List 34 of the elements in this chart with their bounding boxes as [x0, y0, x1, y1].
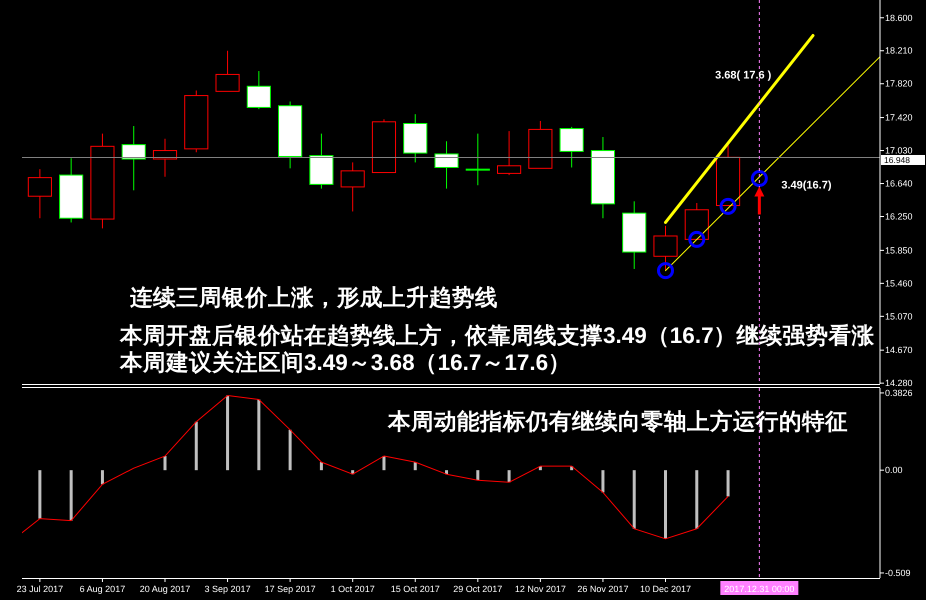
y-tick-label: 18.600	[885, 12, 913, 23]
y-tick-label: 15.460	[885, 278, 913, 288]
y-tick-label: 15.850	[885, 245, 913, 256]
x-tick-label: 29 Oct 2017	[453, 584, 502, 594]
annotation: 本周建议关注区间3.49～3.68（16.7～17.6）	[119, 349, 572, 375]
x-tick-label: 20 Aug 2017	[140, 584, 190, 594]
x-tick-label: 3 Sep 2017	[204, 584, 251, 594]
y-tick-label: 17.030	[885, 146, 913, 156]
y-tick-label: -0.509	[885, 568, 911, 578]
x-tick-label: 23 Jul 2017	[16, 584, 64, 594]
y-tick-label: 15.070	[885, 311, 913, 322]
annotation: 3.68( 17.6 )	[715, 69, 772, 82]
x-tick-label: 1 Oct 2017	[330, 584, 375, 594]
y-tick-label: 0.3826	[885, 388, 913, 398]
y-tick-label: 16.250	[885, 212, 913, 222]
annotation: 本周动能指标仍有继续向零轴上方运行的特征	[387, 408, 848, 434]
y-tick-label: 16.640	[885, 178, 913, 189]
x-tick-label: 15 Oct 2017	[390, 584, 440, 594]
x-tick-label: 6 Aug 2017	[80, 584, 126, 594]
y-tick-label: 17.820	[885, 78, 913, 89]
ref-line-label: 16.948	[884, 154, 910, 165]
annotation: 3.49(16.7)	[781, 179, 832, 192]
y-tick-label: 18.210	[885, 46, 913, 56]
y-tick-label: 14.280	[885, 378, 913, 388]
x-tick-label: 10 Dec 2017	[640, 584, 692, 594]
ref-line-label: 2017.12.31 00:00	[724, 584, 794, 594]
annotation: 本周开盘后银价站在趋势线上方，依靠周线支撑3.49（16.7）继续强势看涨	[119, 322, 876, 348]
annotation: 连续三周银价上涨，形成上升趋势线	[129, 285, 498, 310]
x-tick-label: 17 Sep 2017	[264, 584, 316, 594]
y-tick-label: 0.00	[885, 465, 903, 476]
x-tick-label: 26 Nov 2017	[577, 584, 628, 594]
x-tick-label: 12 Nov 2017	[514, 584, 566, 594]
y-tick-label: 14.670	[885, 345, 913, 356]
y-tick-label: 17.420	[885, 112, 913, 123]
